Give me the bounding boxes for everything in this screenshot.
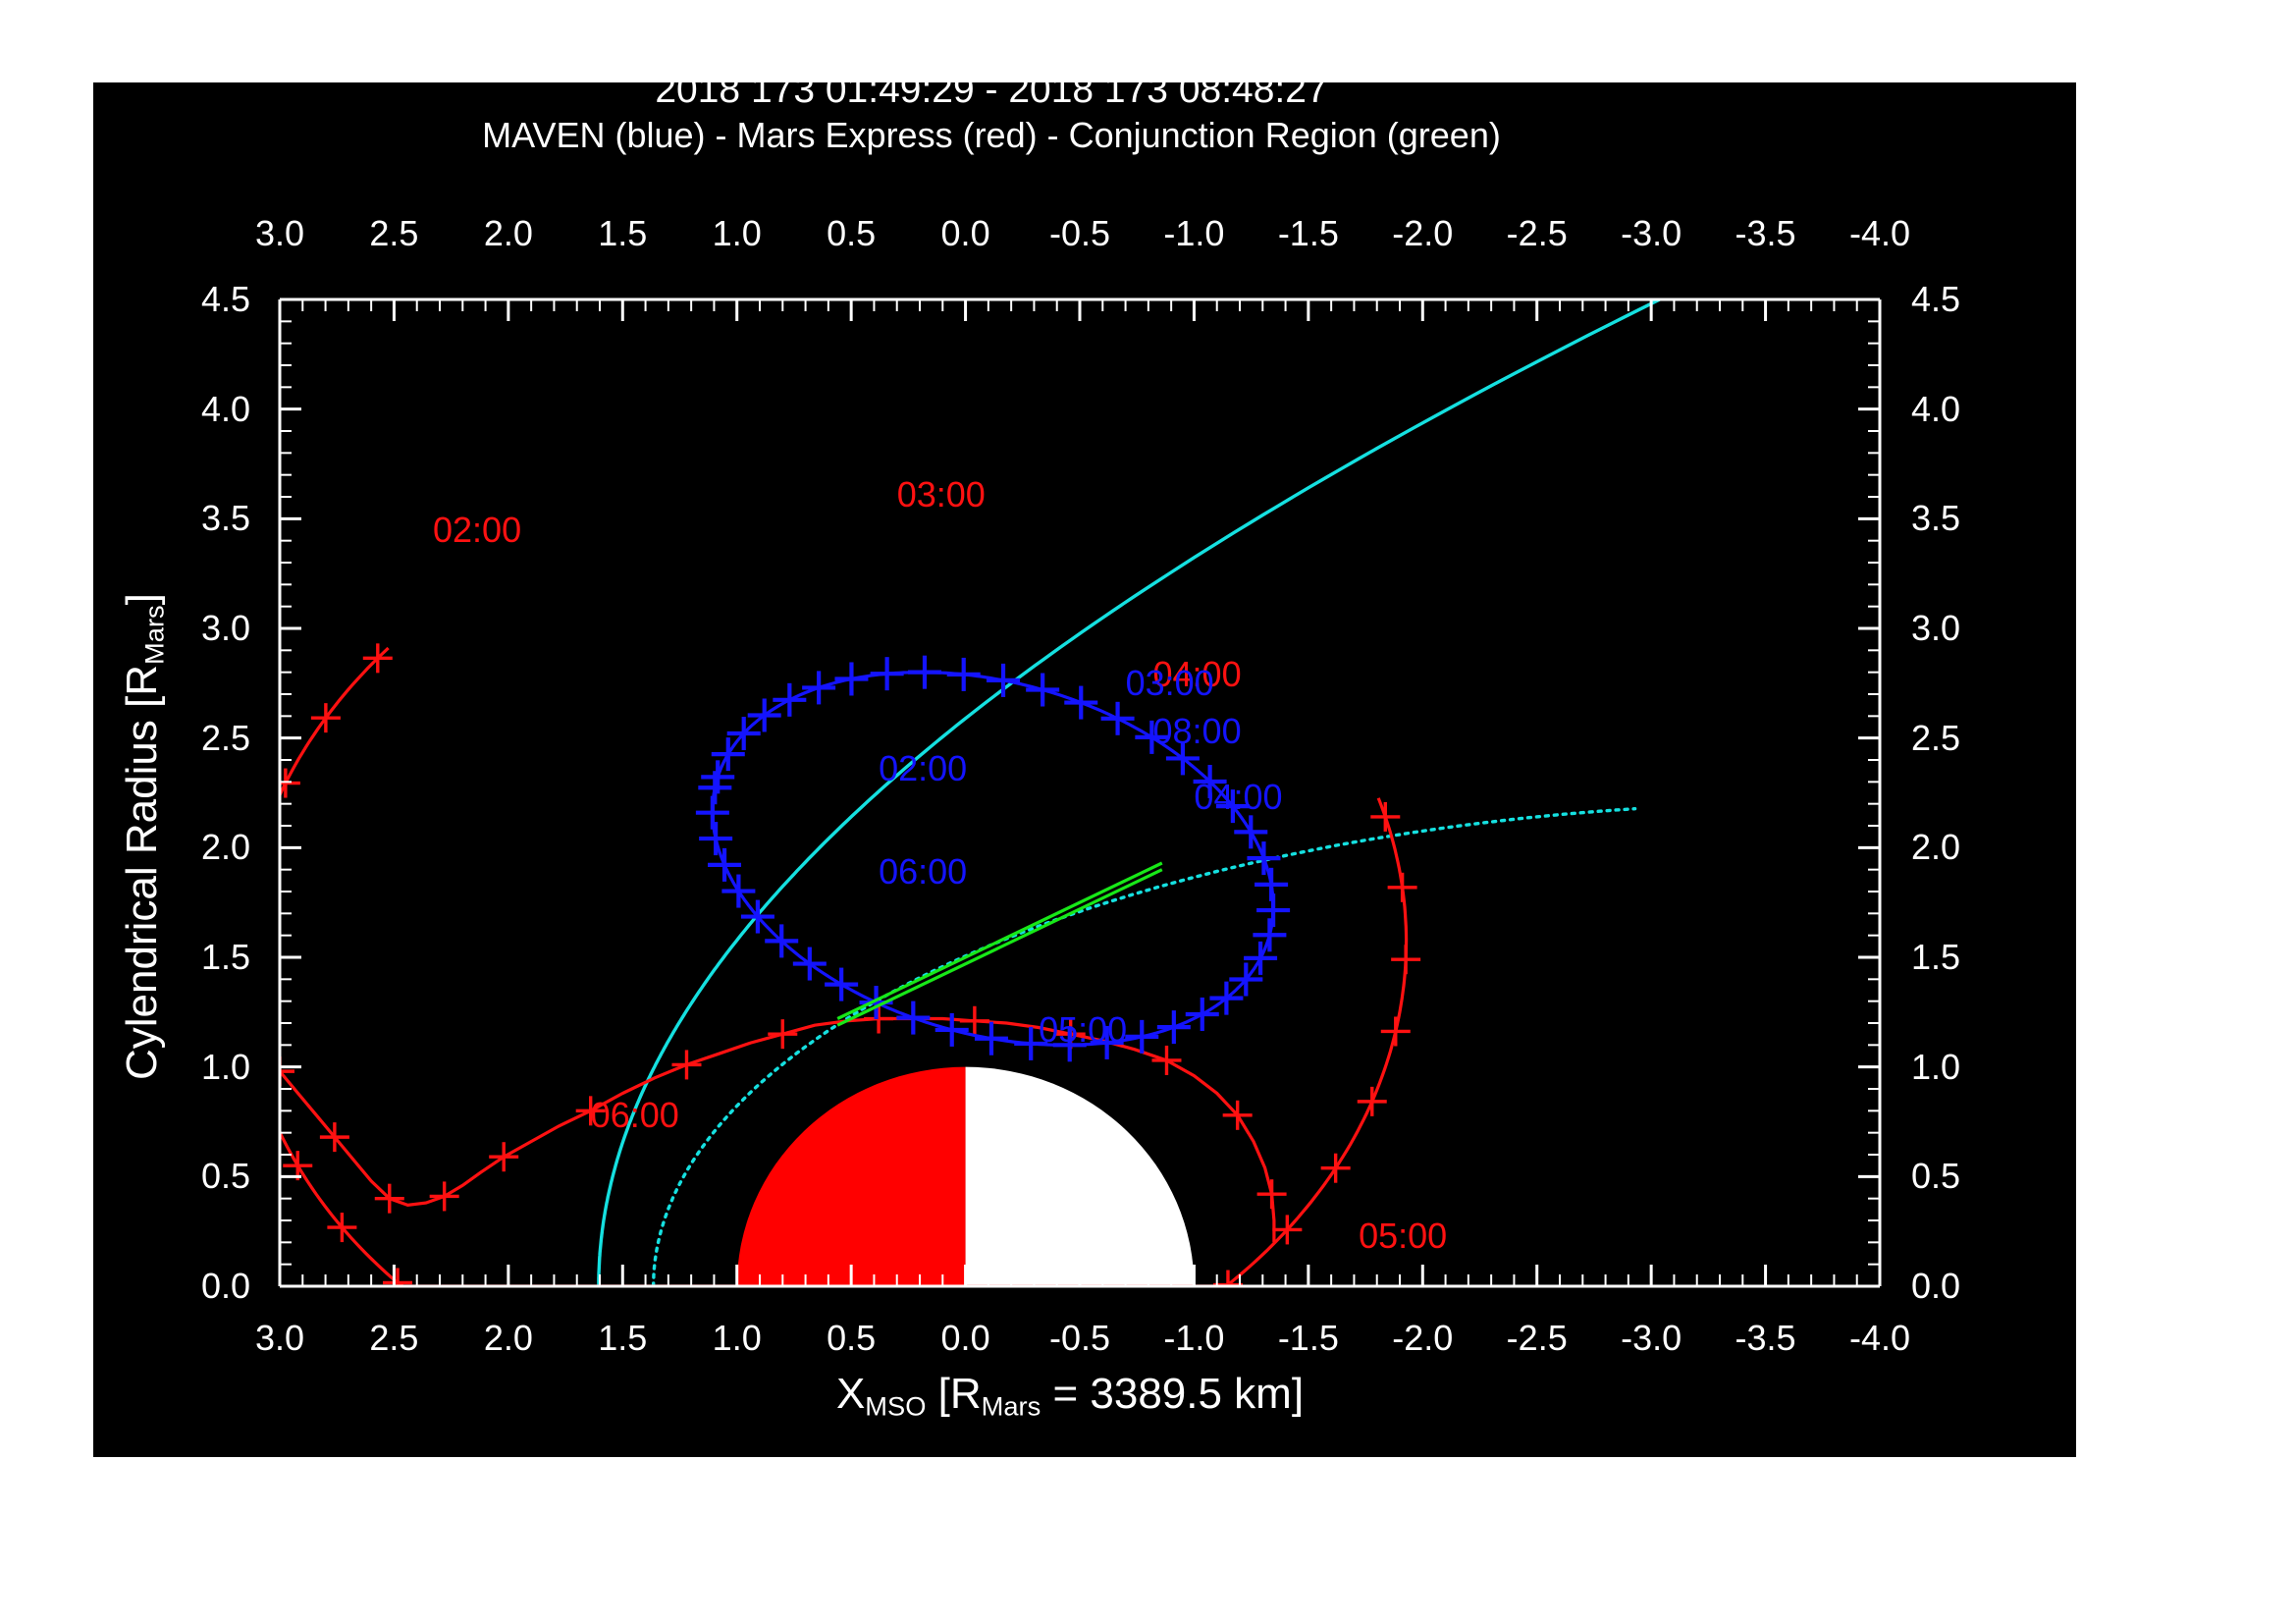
time-label-maven: 04:00 [1194, 780, 1282, 815]
time-label-maven: 03:00 [1126, 666, 1214, 701]
plot-graphics [0, 0, 2296, 1623]
time-label-maven: 02:00 [879, 751, 967, 786]
mars-disk [737, 1067, 1195, 1286]
bowshock-curve [599, 0, 2296, 1286]
time-label-mars_express: 03:00 [897, 477, 986, 513]
time-label-maven: 06:00 [879, 854, 967, 890]
conjunction-edge [837, 870, 1162, 1025]
time-label-mars_express: 02:00 [433, 513, 521, 548]
mars-dayside [737, 1067, 966, 1286]
time-label-maven: 08:00 [1153, 714, 1242, 749]
figure-root: Spacecraft Orbits at Mars 2018 173 01:49… [0, 0, 2296, 1623]
time-label-mars_express: 05:00 [1359, 1218, 1447, 1254]
time-label-maven: 05:00 [1039, 1012, 1127, 1048]
data-region [265, 0, 2296, 1300]
time-label-mars_express: 06:00 [591, 1098, 679, 1133]
mars-nightside [966, 1067, 1195, 1286]
